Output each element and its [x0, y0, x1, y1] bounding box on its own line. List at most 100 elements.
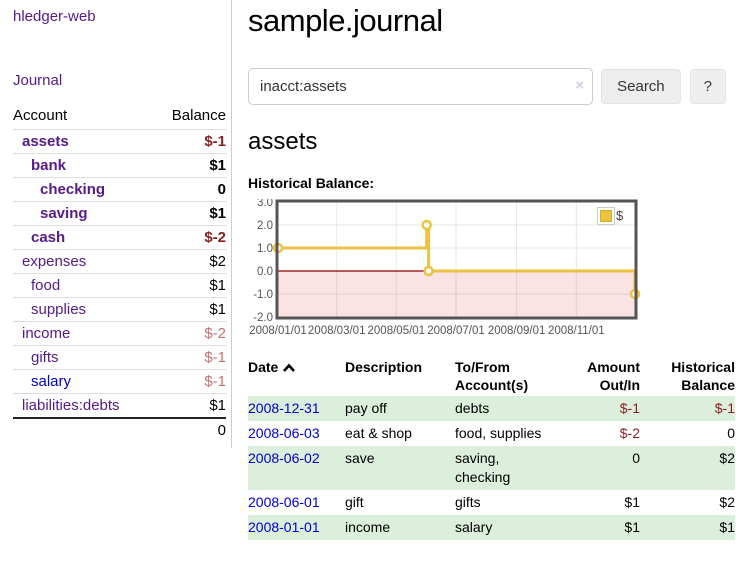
transaction-balance: $2	[719, 450, 735, 466]
account-link-income[interactable]: income	[22, 325, 71, 342]
transaction-date-link[interactable]: 2008-06-01	[248, 494, 320, 510]
accounts-table-header: Account Balance	[13, 103, 226, 130]
register-row: 2008-12-31 pay off debts $-1 $-1	[248, 396, 735, 421]
register-header-accounts: To/From Account(s)	[455, 359, 529, 393]
main-content: sample.journal × Search ? assets Histori…	[232, 0, 735, 540]
account-link-expenses[interactable]: expenses	[22, 253, 87, 270]
transaction-accounts: salary	[455, 519, 493, 535]
register-row: 2008-06-03 eat & shop food, supplies $-2…	[248, 421, 735, 446]
chart-legend: $	[597, 207, 624, 225]
transaction-description: eat & shop	[345, 425, 412, 441]
sidebar: hledger-web Journal Account Balance asse…	[0, 0, 232, 448]
account-row-salary: salary $-1	[13, 369, 226, 394]
account-balance: $-2	[154, 321, 226, 346]
transaction-date-link[interactable]: 2008-01-01	[248, 519, 320, 535]
account-row-saving: saving $1	[13, 201, 226, 226]
transaction-accounts: debts	[455, 400, 490, 416]
search-button[interactable]: Search	[601, 69, 681, 104]
search-box: ×	[248, 68, 594, 105]
account-link-bank[interactable]: bank	[31, 157, 67, 174]
svg-text:1.0: 1.0	[257, 243, 273, 255]
transaction-balance: $2	[719, 494, 735, 510]
chart-title: Historical Balance:	[248, 175, 375, 191]
svg-text:-2.0: -2.0	[253, 312, 273, 324]
account-balance: $1	[154, 273, 226, 298]
account-row-checking: checking 0	[13, 177, 226, 202]
svg-text:2008/09/01: 2008/09/01	[488, 325, 546, 337]
transaction-description: save	[345, 450, 375, 466]
sidebar-item-journal[interactable]: Journal	[13, 72, 63, 89]
accounts-header-account: Account	[13, 107, 68, 124]
register-row: 2008-06-02 save saving, checking 0 $2	[248, 446, 735, 490]
x-axis-ticks: 2008/01/01 2008/03/01 2008/05/01 2008/07…	[249, 325, 604, 337]
register-header-amount: Amount Out/In	[587, 359, 640, 393]
transaction-accounts: food, supplies	[455, 425, 542, 441]
account-link-assets[interactable]: assets	[22, 133, 69, 150]
account-balance: $2	[154, 249, 226, 274]
legend-label: $	[616, 208, 624, 223]
register-header-description: Description	[345, 359, 423, 375]
account-link-cash[interactable]: cash	[31, 229, 66, 246]
account-link-liabilities-debts[interactable]: liabilities:debts	[22, 397, 120, 414]
account-row-expenses: expenses $2	[13, 249, 226, 274]
transaction-description: gift	[345, 494, 364, 510]
account-link-gifts[interactable]: gifts	[31, 349, 59, 366]
plot-border	[275, 199, 638, 320]
transaction-date-link[interactable]: 2008-06-02	[248, 450, 320, 466]
account-link-checking[interactable]: checking	[40, 181, 106, 198]
transaction-description: pay off	[345, 400, 387, 416]
search-form: × Search ?	[248, 68, 726, 105]
help-button[interactable]: ?	[689, 69, 726, 104]
svg-text:-1.0: -1.0	[253, 289, 273, 301]
account-row-bank: bank $1	[13, 153, 226, 178]
account-link-supplies[interactable]: supplies	[31, 301, 87, 318]
accounts-table: Account Balance assets $-1 bank $1 check…	[13, 103, 226, 442]
account-balance: $-2	[154, 225, 226, 250]
account-link-food[interactable]: food	[31, 277, 61, 294]
transaction-date-link[interactable]: 2008-06-03	[248, 425, 320, 441]
account-balance: $-1	[154, 345, 226, 370]
account-balance: $1	[154, 201, 226, 226]
account-balance: $1	[154, 393, 226, 418]
register-header-date[interactable]: Date	[248, 356, 345, 396]
account-balance: $-1	[154, 369, 226, 394]
account-heading: assets	[248, 128, 318, 155]
register-header-balance: Historical Balance	[671, 359, 735, 393]
transaction-accounts: saving, checking	[455, 450, 511, 485]
clear-search-icon[interactable]: ×	[575, 77, 585, 94]
transaction-balance: 0	[727, 425, 735, 441]
transaction-balance: $1	[719, 519, 735, 535]
svg-text:2008/05/01: 2008/05/01	[368, 325, 426, 337]
transaction-amount: $-1	[619, 400, 640, 416]
accounts-total-row: 0	[13, 417, 226, 442]
historical-balance-chart: $ 3.0 2.0 1.0 0.0 -1.0 -2.0 2008/01/01 2…	[249, 199, 641, 337]
account-balance: $-1	[154, 129, 226, 154]
sort-ascending-icon	[283, 363, 296, 372]
svg-text:2008/07/01: 2008/07/01	[427, 325, 485, 337]
transaction-amount: $1	[624, 519, 640, 535]
accounts-header-balance: Balance	[171, 107, 226, 124]
app-title-link[interactable]: hledger-web	[13, 8, 96, 25]
account-balance: $1	[154, 297, 226, 322]
svg-text:2008/01/01: 2008/01/01	[249, 325, 307, 337]
account-row-gifts: gifts $-1	[13, 345, 226, 370]
register-table: Date Description To/From Account(s) Amou…	[248, 356, 735, 540]
account-balance: 0	[154, 177, 226, 202]
transaction-balance: $-1	[714, 400, 735, 416]
account-row-food: food $1	[13, 273, 226, 298]
transaction-accounts: gifts	[455, 494, 481, 510]
svg-text:2008/03/01: 2008/03/01	[308, 325, 366, 337]
page: hledger-web Journal Account Balance asse…	[0, 0, 735, 540]
transaction-date-link[interactable]: 2008-12-31	[248, 400, 320, 416]
account-link-salary[interactable]: salary	[31, 373, 72, 390]
account-row-assets: assets $-1	[13, 129, 226, 154]
search-input[interactable]	[248, 68, 594, 105]
account-row-supplies: supplies $1	[13, 297, 226, 322]
svg-text:2008/11/01: 2008/11/01	[548, 325, 605, 337]
account-link-saving[interactable]: saving	[40, 205, 88, 222]
account-row-liabilities-debts: liabilities:debts $1	[13, 393, 226, 418]
account-row-cash: cash $-2	[13, 225, 226, 250]
transaction-description: income	[345, 519, 391, 535]
register-row: 2008-06-01 gift gifts $1 $2	[248, 490, 735, 515]
negative-region	[278, 271, 635, 317]
